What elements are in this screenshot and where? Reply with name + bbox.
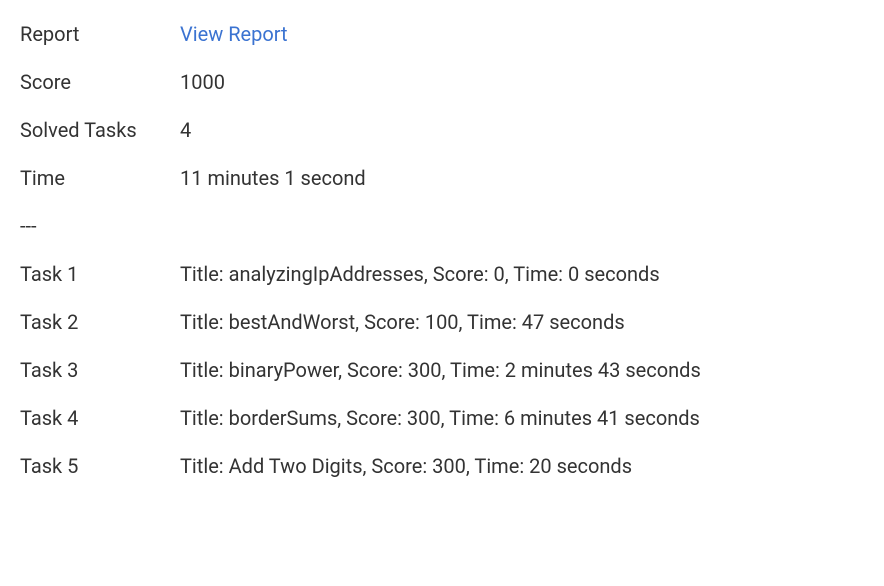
task-row: Task 5 Title: Add Two Digits, Score: 300… [20, 442, 864, 490]
tasks-list: Task 1 Title: analyzingIpAddresses, Scor… [20, 250, 864, 490]
time-label: Time [20, 166, 180, 190]
task-detail: Title: borderSums, Score: 300, Time: 6 m… [180, 406, 700, 430]
solved-tasks-row: Solved Tasks 4 [20, 106, 864, 154]
view-report-link[interactable]: View Report [180, 22, 288, 46]
time-value: 11 minutes 1 second [180, 166, 366, 190]
report-label: Report [20, 22, 180, 46]
report-summary: Report View Report Score 1000 Solved Tas… [20, 10, 864, 202]
task-label: Task 2 [20, 310, 180, 334]
task-detail: Title: analyzingIpAddresses, Score: 0, T… [180, 262, 660, 286]
task-detail: Title: Add Two Digits, Score: 300, Time:… [180, 454, 632, 478]
task-row: Task 2 Title: bestAndWorst, Score: 100, … [20, 298, 864, 346]
task-row: Task 4 Title: borderSums, Score: 300, Ti… [20, 394, 864, 442]
solved-tasks-value: 4 [180, 118, 191, 142]
task-row: Task 3 Title: binaryPower, Score: 300, T… [20, 346, 864, 394]
task-detail: Title: bestAndWorst, Score: 100, Time: 4… [180, 310, 625, 334]
score-row: Score 1000 [20, 58, 864, 106]
task-label: Task 4 [20, 406, 180, 430]
solved-tasks-label: Solved Tasks [20, 118, 180, 142]
task-row: Task 1 Title: analyzingIpAddresses, Scor… [20, 250, 864, 298]
task-label: Task 1 [20, 262, 180, 286]
report-row: Report View Report [20, 10, 864, 58]
score-value: 1000 [180, 70, 225, 94]
task-detail: Title: binaryPower, Score: 300, Time: 2 … [180, 358, 701, 382]
section-separator: --- [20, 202, 864, 250]
task-label: Task 5 [20, 454, 180, 478]
score-label: Score [20, 70, 180, 94]
task-label: Task 3 [20, 358, 180, 382]
time-row: Time 11 minutes 1 second [20, 154, 864, 202]
